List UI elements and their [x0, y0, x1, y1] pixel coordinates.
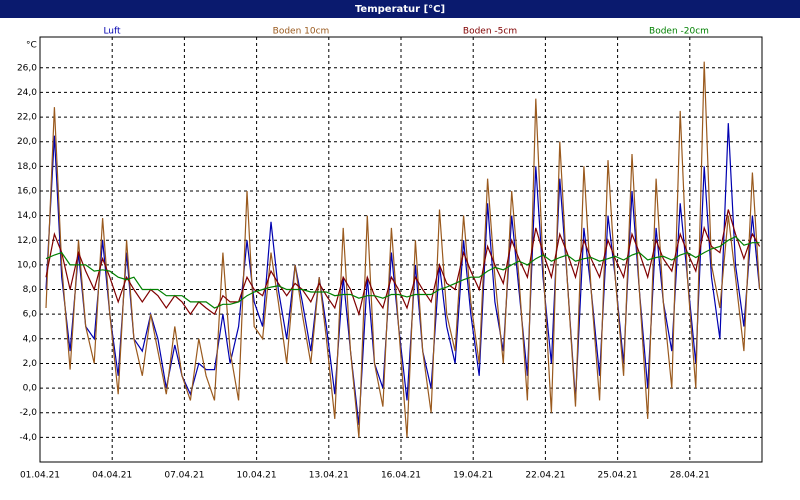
series-line — [45, 61, 761, 438]
y-axis-label: °C — [26, 41, 37, 51]
x-tick-label: 16.04.21 — [381, 471, 421, 481]
legend-entry: Luft — [103, 27, 121, 37]
y-tick-label: 2,0 — [23, 359, 38, 369]
chart-title: Temperatur [°C] — [355, 4, 445, 15]
x-tick-label: 01.04.21 — [20, 471, 60, 481]
y-tick-label: -2,0 — [19, 408, 37, 418]
x-tick-label: 19.04.21 — [453, 471, 493, 481]
y-tick-label: 4,0 — [23, 334, 38, 344]
x-tick-label: 04.04.21 — [92, 471, 132, 481]
y-tick-label: -4,0 — [19, 433, 37, 443]
y-tick-label: 16,0 — [17, 186, 37, 196]
y-tick-label: 10,0 — [17, 260, 37, 270]
title-bar — [0, 0, 800, 18]
y-tick-label: 24,0 — [17, 88, 37, 98]
x-tick-label: 07.04.21 — [164, 471, 204, 481]
legend-entry: Boden 10cm — [273, 27, 330, 37]
x-tick-label: 25.04.21 — [598, 471, 638, 481]
y-tick-label: 22,0 — [17, 113, 37, 123]
x-tick-label: 10.04.21 — [237, 471, 277, 481]
y-tick-label: 26,0 — [17, 63, 37, 73]
y-tick-label: 20,0 — [17, 137, 37, 147]
legend-entry: Boden -5cm — [463, 27, 517, 37]
x-tick-label: 28.04.21 — [670, 471, 710, 481]
y-tick-label: 14,0 — [17, 211, 37, 221]
plot-frame — [39, 36, 763, 463]
y-tick-label: 6,0 — [23, 310, 38, 320]
legend-entry: Boden -20cm — [649, 27, 709, 37]
y-tick-label: 18,0 — [17, 162, 37, 172]
series-line — [45, 235, 760, 309]
y-tick-label: 12,0 — [17, 236, 37, 246]
x-tick-label: 22.04.21 — [525, 471, 565, 481]
y-tick-label: 8,0 — [23, 285, 38, 295]
series-line — [45, 209, 761, 317]
y-tick-label: 0,0 — [23, 384, 38, 394]
x-tick-label: 13.04.21 — [309, 471, 349, 481]
